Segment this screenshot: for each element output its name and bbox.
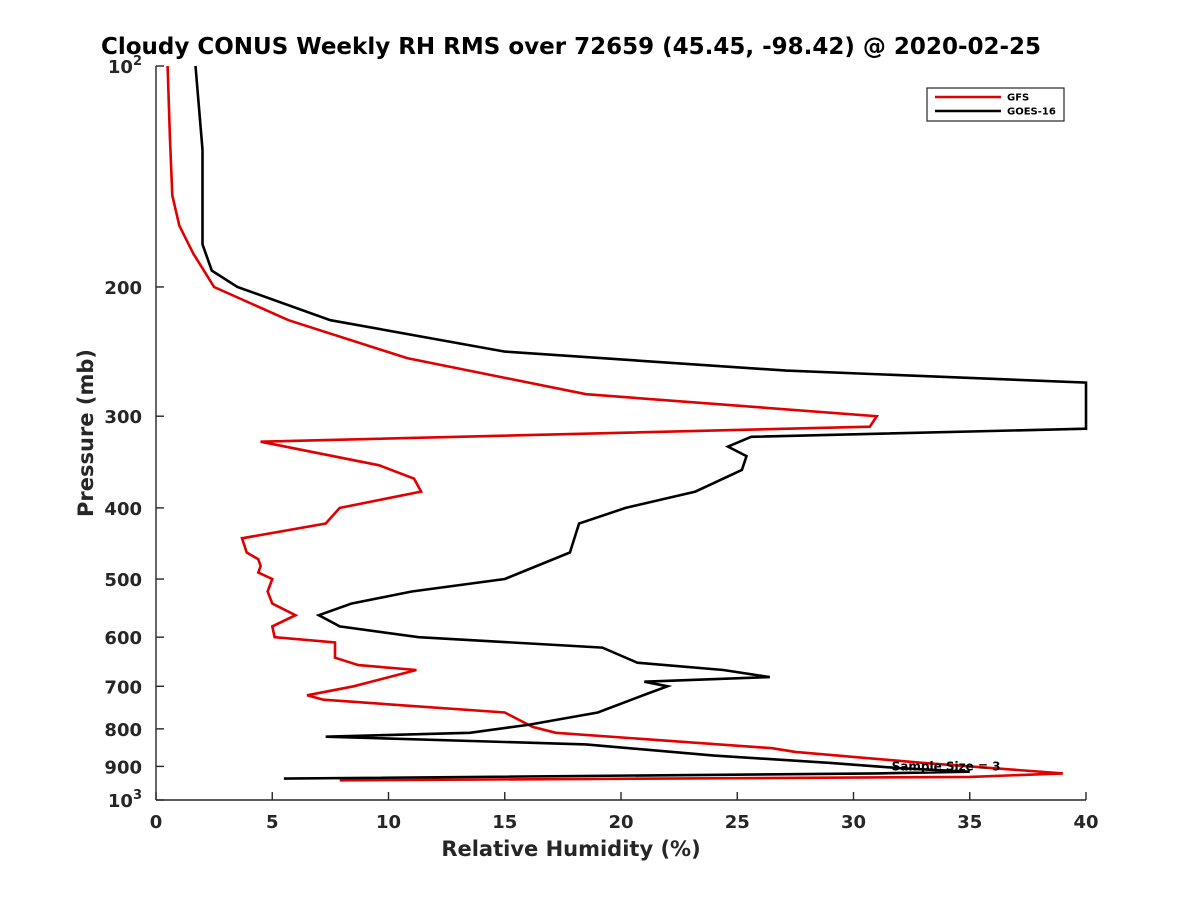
y-tick-label: 103	[108, 788, 142, 812]
x-tick-label: 15	[492, 812, 517, 833]
x-tick-label: 35	[957, 812, 982, 833]
y-tick-label: 500	[104, 570, 142, 591]
legend-label-goes-16: GOES-16	[1007, 107, 1056, 118]
y-tick-label: 900	[104, 757, 142, 778]
y-tick-label: 400	[104, 499, 142, 520]
y-axis-label: Pressure (mb)	[74, 349, 98, 517]
y-tick-label: 700	[104, 677, 142, 698]
legend-label-gfs: GFS	[1007, 93, 1029, 104]
x-tick-label: 25	[725, 812, 750, 833]
series-line-goes-16	[194, 65, 1088, 780]
y-ticks: 102 200 300 400 500 600 700 800 900 103	[104, 54, 164, 812]
y-tick-label: 200	[104, 278, 142, 299]
x-tick-label: 5	[266, 812, 279, 833]
annotations: Sample Size = 3	[892, 759, 1001, 773]
y-tick-label: 300	[104, 407, 142, 428]
x-ticks: 0 5 10 15 20 25 30 35 40	[150, 792, 1099, 833]
y-tick-label: 600	[104, 628, 142, 649]
y-tick-label: 800	[104, 720, 142, 741]
legend: GFS GOES-16	[926, 87, 1065, 122]
x-tick-label: 40	[1073, 812, 1098, 833]
sample-size-annotation: Sample Size = 3	[892, 759, 1001, 773]
x-tick-label: 0	[150, 812, 163, 833]
chart-title: Cloudy CONUS Weekly RH RMS over 72659 (4…	[101, 34, 1041, 60]
series-layer	[166, 65, 1088, 782]
legend-box	[926, 87, 1065, 122]
y-tick-label: 102	[108, 54, 142, 78]
x-tick-label: 20	[608, 812, 633, 833]
x-tick-label: 30	[841, 812, 866, 833]
x-axis-label: Relative Humidity (%)	[441, 837, 700, 861]
x-tick-label: 10	[376, 812, 401, 833]
